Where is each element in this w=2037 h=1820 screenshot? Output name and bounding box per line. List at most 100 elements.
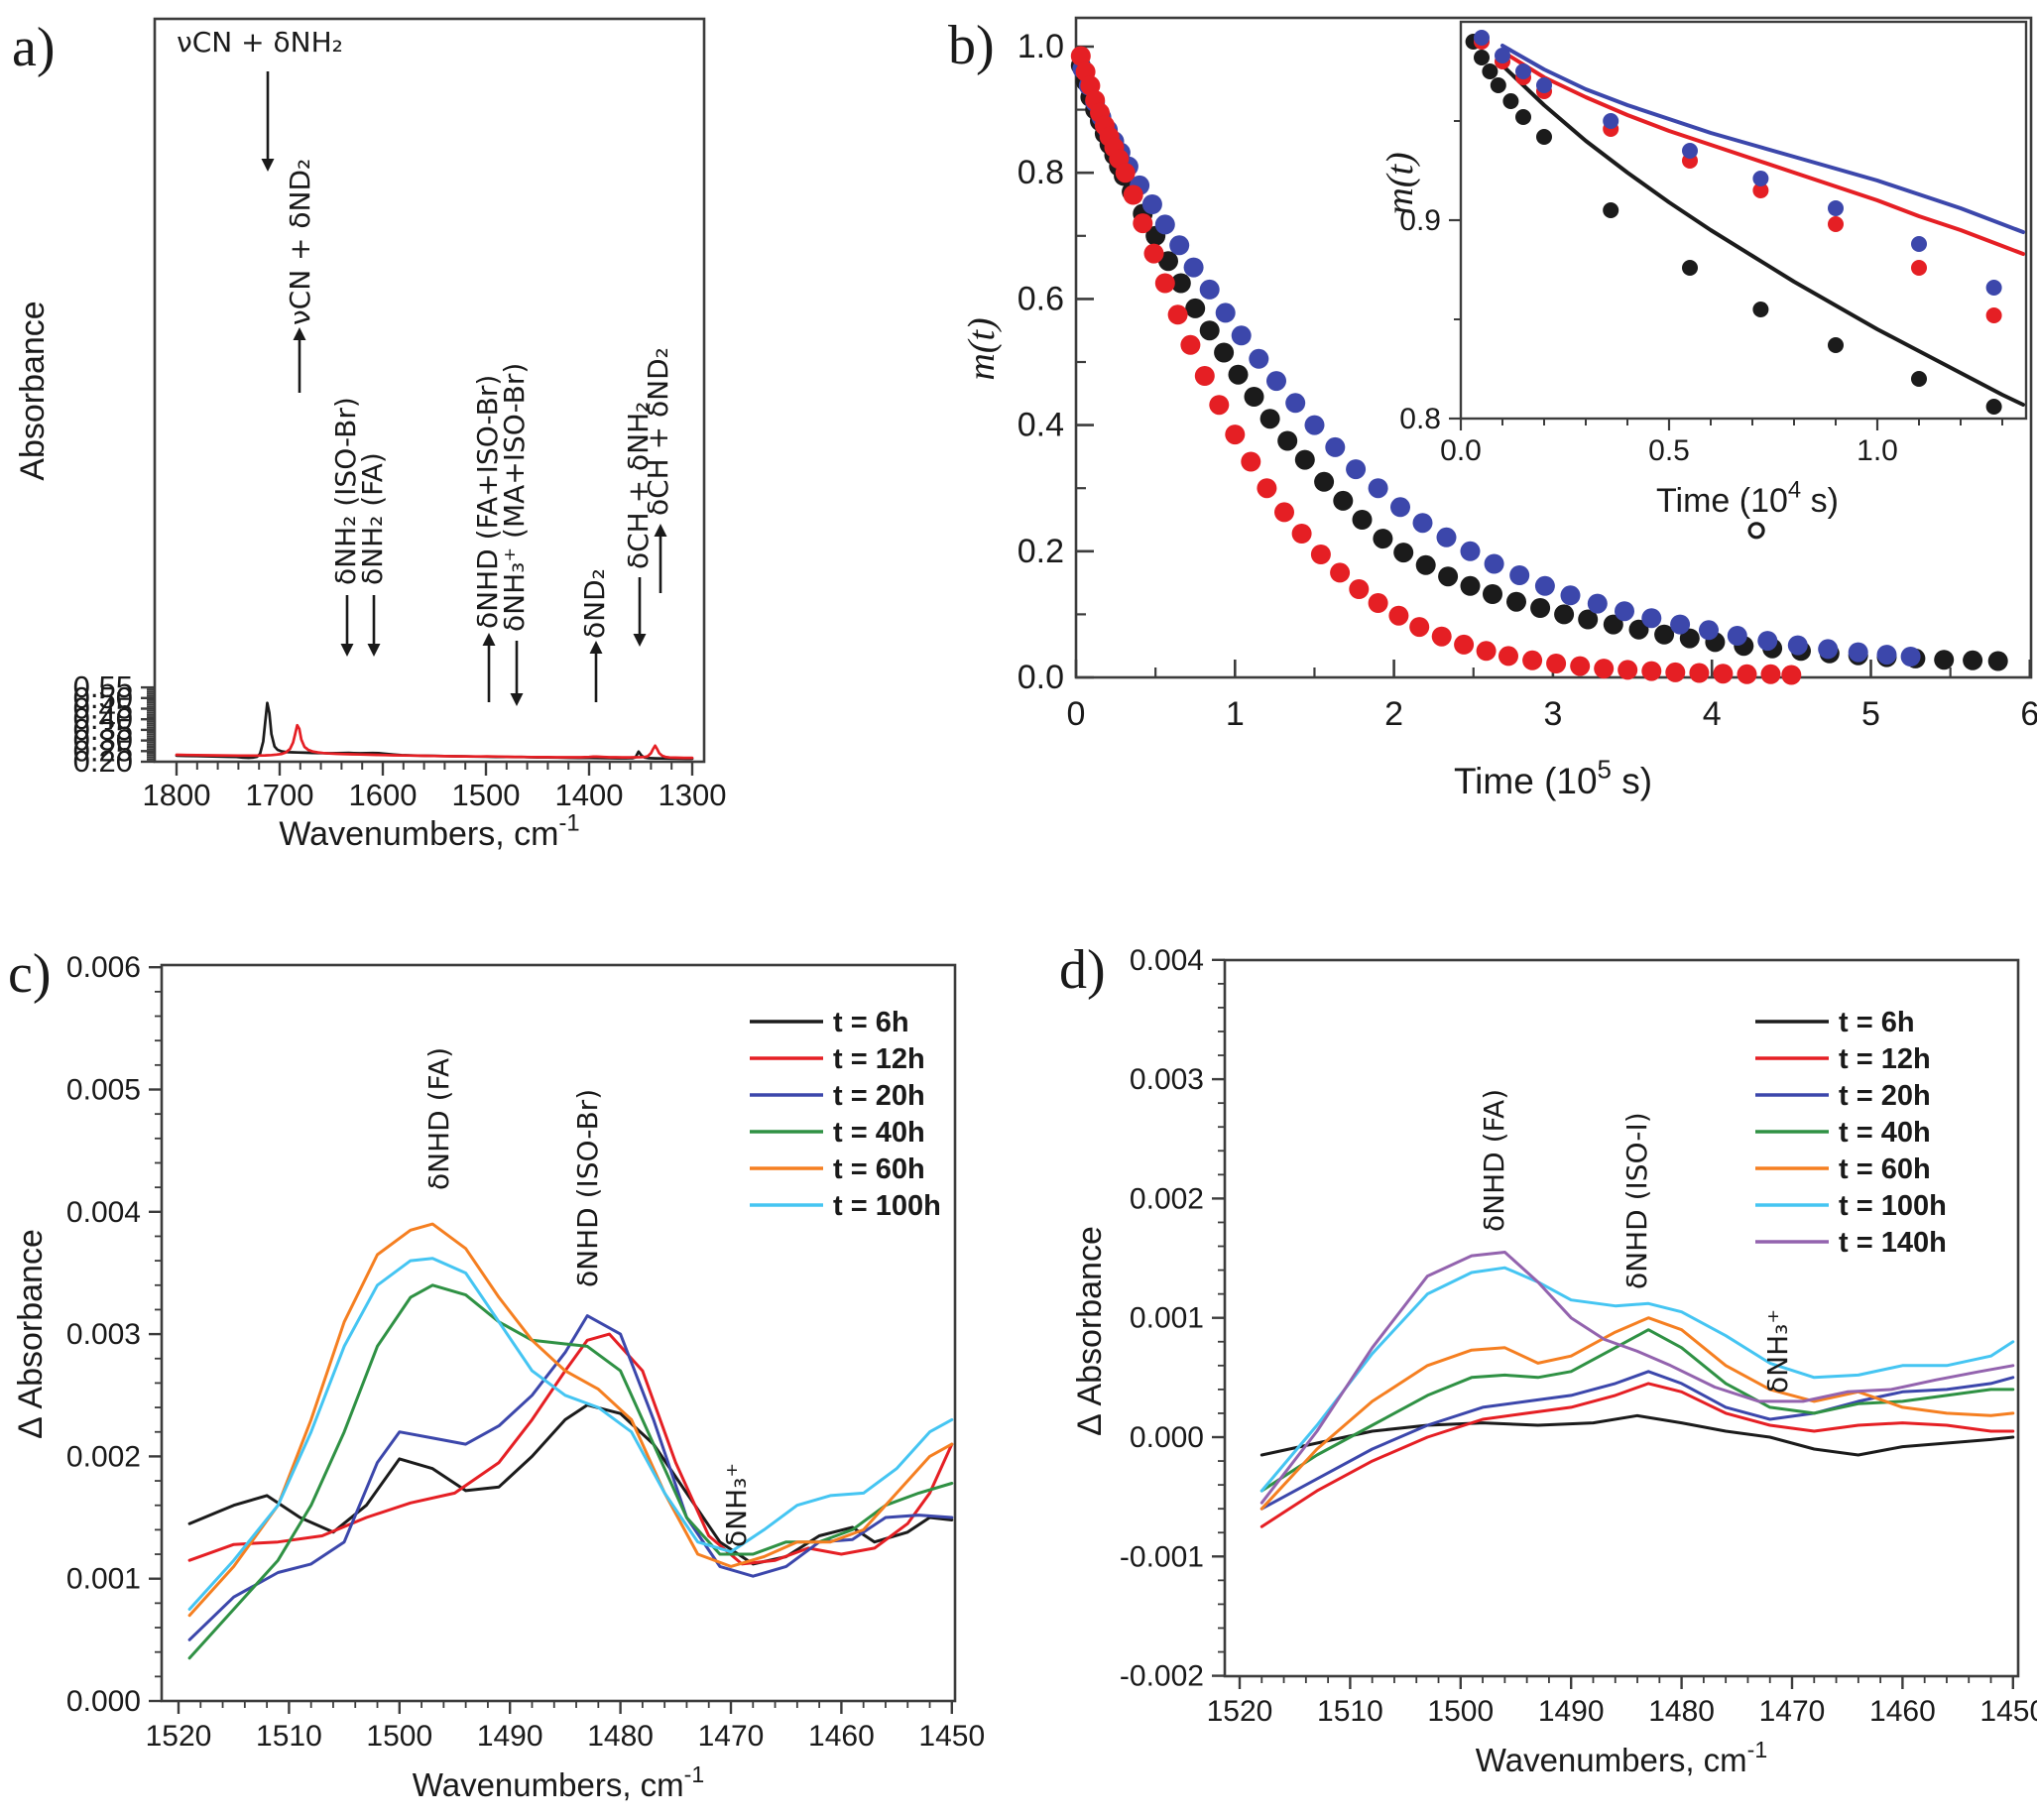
- scatter-point-black: [1244, 387, 1264, 407]
- scatter-point-blue: [1183, 257, 1204, 278]
- scatter-point-black: [1214, 342, 1235, 363]
- scatter-point-black: [1333, 490, 1354, 511]
- panel-c-letter: c): [8, 943, 52, 1005]
- inset-x-tick-label: 1.0: [1857, 434, 1898, 467]
- x-tick-label: 0: [1067, 695, 1086, 733]
- inset-dot-black: [1515, 109, 1531, 125]
- x-tick-label: 1460: [1869, 1695, 1936, 1728]
- scatter-point-blue: [1325, 436, 1346, 457]
- annotation-2: νCN + δND₂: [284, 159, 316, 325]
- y-tick-label: 0.4: [1018, 407, 1064, 444]
- x-tick-label: 1600: [349, 778, 418, 812]
- panel-b-letter: b): [948, 15, 995, 76]
- inset-dot-blue: [1828, 200, 1844, 216]
- scatter-point-black: [1199, 320, 1220, 341]
- panel-d-curve-t12h: [1259, 1382, 2015, 1528]
- y-tick-label: 0.001: [1130, 1302, 1204, 1335]
- scatter-point-red: [1454, 634, 1475, 655]
- panel-d-curve-t100h: [1259, 1266, 2015, 1493]
- annotation-3: δNH₃⁺: [1761, 1309, 1794, 1394]
- y-tick-label: 0.6: [1018, 280, 1064, 317]
- legend-label-cyan: t = 100h: [1839, 1190, 1947, 1222]
- x-tick-label: 1300: [659, 778, 727, 812]
- panel-a-x-axis-title: Wavenumbers, cm-1: [279, 810, 579, 853]
- scatter-point-blue: [1436, 527, 1457, 547]
- inset-x-tick-label: 0.0: [1440, 434, 1482, 467]
- scatter-point-red: [1330, 562, 1351, 583]
- scatter-point-blue: [1560, 585, 1581, 606]
- legend-label-green: t = 40h: [1839, 1117, 1931, 1149]
- scatter-point-black: [1294, 449, 1315, 470]
- x-tick-label: 1500: [366, 1720, 432, 1753]
- scatter-point-blue: [1876, 645, 1897, 666]
- panel-d-letter: d): [1059, 939, 1106, 1001]
- scatter-point-red: [1274, 502, 1294, 523]
- panel-a-y-axis-title: Absorbance: [14, 301, 52, 480]
- annotation-9-arrow-head: [654, 524, 667, 537]
- scatter-point-red: [1760, 664, 1781, 684]
- y-tick-label: 1.0: [1018, 28, 1064, 65]
- inset-dot-blue: [1495, 48, 1510, 63]
- annotation-2-arrow-head: [293, 327, 306, 340]
- x-tick-label: 2: [1384, 695, 1403, 733]
- scatter-point-blue: [1249, 348, 1269, 369]
- inset-y-tick-label: 0.9: [1399, 204, 1441, 237]
- inset-dot-black: [1911, 371, 1927, 387]
- annotation-8: δCH + δNH₂: [622, 402, 655, 569]
- x-tick-label: 4: [1703, 695, 1722, 733]
- scatter-point-black: [1259, 409, 1280, 429]
- panel-c-plot-frame: [160, 963, 957, 1703]
- scatter-point-black: [1277, 430, 1298, 451]
- scatter-point-blue: [1154, 214, 1175, 235]
- inset-dot-black: [1536, 129, 1552, 145]
- y-tick-label: 0.40: [73, 701, 133, 736]
- legend-label-black: t = 6h: [1839, 1007, 1915, 1038]
- annotation-8-arrow-head: [633, 634, 647, 647]
- scatter-point-red: [1368, 593, 1388, 613]
- y-tick-label: 0.005: [66, 1074, 141, 1107]
- scatter-point-blue: [1699, 620, 1719, 641]
- annotation-1-arrow-head: [261, 159, 275, 172]
- annotation-6: δNH₃⁺ (MA+ISO-Br): [498, 363, 531, 632]
- annotation-3-arrow-head: [340, 644, 354, 657]
- scatter-point-black: [1228, 364, 1249, 385]
- annotation-1: νCN + δNH₂: [177, 26, 343, 59]
- scatter-point-blue: [1848, 642, 1868, 663]
- y-tick-label: 0.002: [1130, 1182, 1204, 1215]
- scatter-point-red: [1241, 451, 1261, 472]
- scatter-point-red: [1310, 545, 1331, 564]
- y-tick-label: 0.001: [66, 1563, 141, 1596]
- scatter-point-red: [1431, 626, 1452, 647]
- scatter-point-black: [1352, 510, 1373, 530]
- inset-dot-black: [1474, 50, 1490, 65]
- inset-dot-blue: [1752, 171, 1769, 186]
- x-tick-label: 1490: [477, 1720, 543, 1753]
- panel-c-y-axis-title: Δ Absorbance: [12, 1229, 50, 1439]
- inset-dot-red: [1752, 182, 1769, 198]
- annotation-9: δCH + δND₂: [642, 347, 674, 516]
- inset-dot-blue: [1536, 77, 1552, 93]
- annotation-4-arrow-head: [367, 644, 381, 657]
- scatter-point-red: [1388, 605, 1409, 626]
- inset-dot-black: [1752, 302, 1769, 317]
- inset-dot-black: [1682, 260, 1698, 276]
- x-tick-label: 1480: [587, 1720, 654, 1753]
- panel-d-x-axis-title: Wavenumbers, cm-1: [1476, 1737, 1767, 1778]
- x-tick-label: 1800: [143, 778, 211, 812]
- scatter-point-blue: [1641, 608, 1662, 629]
- scatter-point-red: [1665, 662, 1686, 682]
- x-tick-label: 1520: [1207, 1695, 1273, 1728]
- scatter-point-red: [1546, 654, 1567, 673]
- panel-d: 0.004 0.003 0.002 0.001 0.000 -0.001 -0.002152…: [1120, 944, 2037, 1778]
- scatter-point-red: [1689, 663, 1710, 683]
- scatter-point-blue: [1368, 478, 1388, 499]
- legend-label-purple: t = 140h: [1839, 1227, 1947, 1259]
- scatter-point-red: [1194, 366, 1215, 386]
- scatter-point-blue: [1757, 631, 1778, 652]
- scatter-point-red: [1349, 579, 1370, 599]
- scatter-point-red: [1070, 46, 1091, 66]
- legend-label-blue: t = 20h: [833, 1080, 925, 1112]
- x-tick-label: 1450: [918, 1720, 985, 1753]
- scatter-point-blue: [1615, 601, 1634, 622]
